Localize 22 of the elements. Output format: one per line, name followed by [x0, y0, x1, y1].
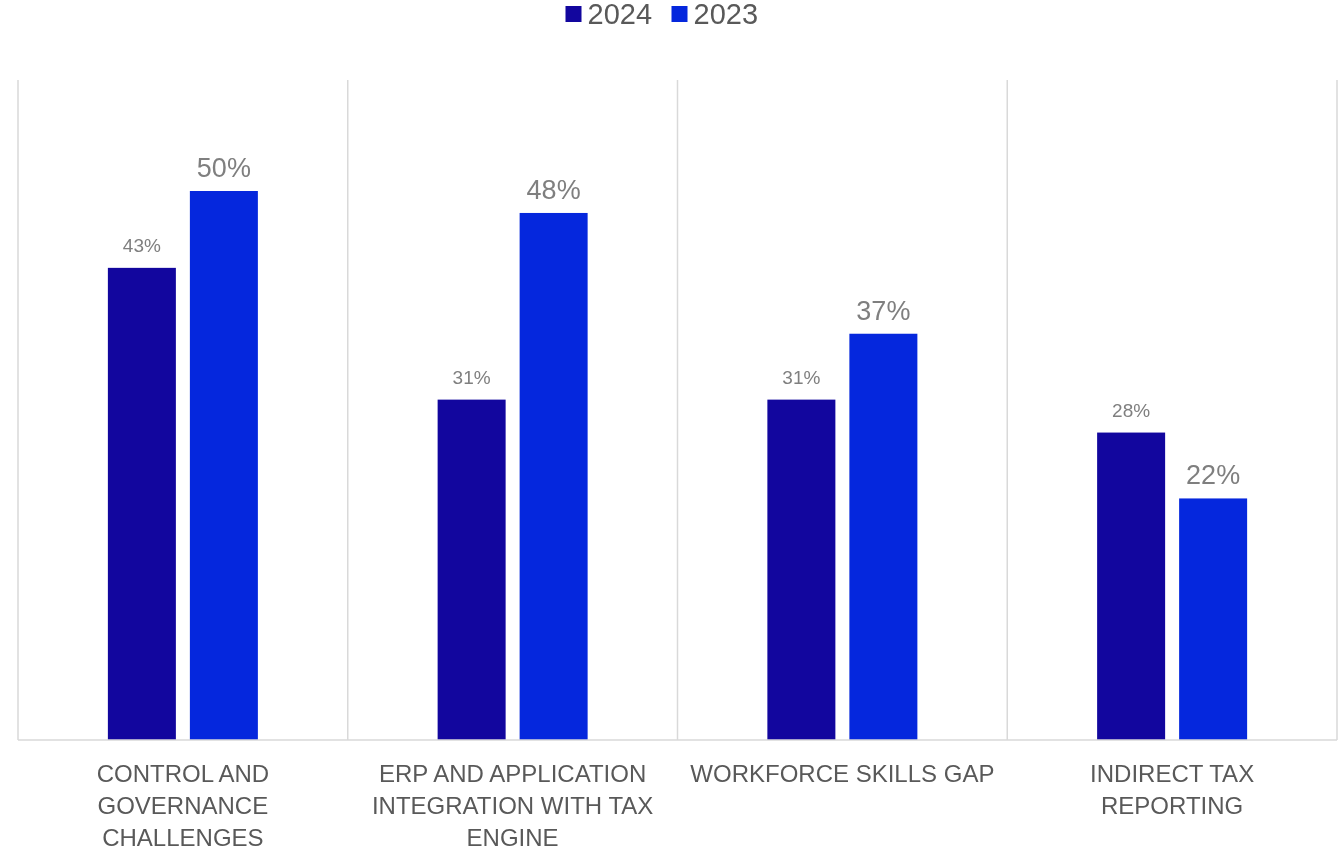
x-tick-label: INDIRECT TAX REPORTING — [1090, 760, 1255, 819]
bar — [519, 212, 588, 740]
data-label: 50% — [196, 153, 251, 183]
data-label: 31% — [782, 366, 821, 388]
bar — [107, 267, 176, 740]
x-tick-label: WORKFORCE SKILLS GAP — [690, 760, 995, 787]
data-label: 43% — [122, 234, 161, 256]
bar — [849, 333, 918, 740]
bar — [767, 399, 836, 740]
data-label: 31% — [452, 366, 491, 388]
x-tick-label: CONTROL AND GOVERNANCE CHALLENGES — [96, 760, 270, 849]
legend-label: 2023 — [693, 0, 759, 30]
data-label: 37% — [856, 295, 911, 326]
legend-label: 2024 — [587, 0, 653, 30]
data-label: 48% — [526, 174, 581, 205]
x-tick-label: ERP AND APPLICATION INTEGRATION WITH TAX ENGINE — [371, 760, 654, 849]
data-label: 28% — [1112, 399, 1151, 421]
bar — [1097, 432, 1166, 740]
bar — [437, 399, 506, 740]
data-label: 22% — [1186, 460, 1241, 491]
bar — [1179, 498, 1248, 740]
bar — [189, 191, 258, 740]
